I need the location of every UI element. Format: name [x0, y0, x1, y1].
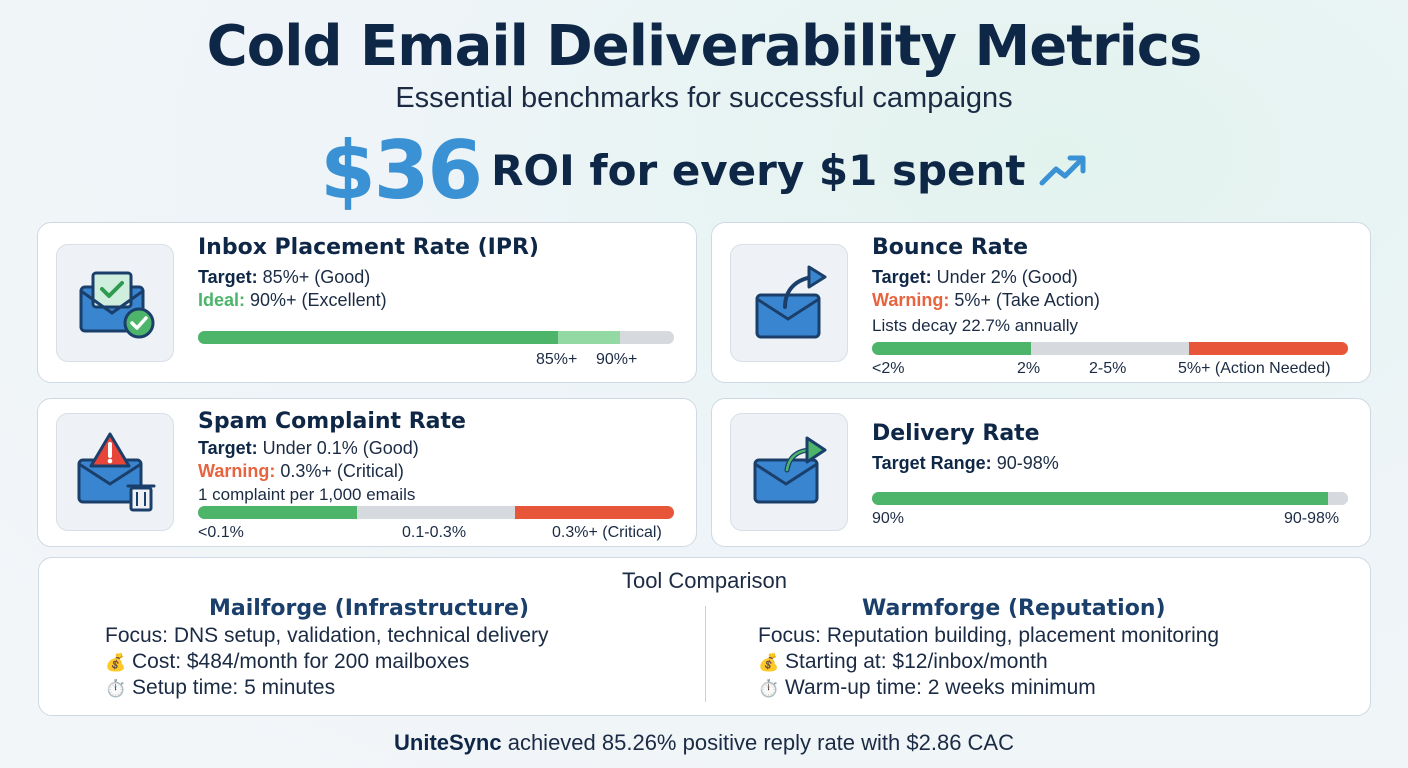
tool-comparison-title: Tool Comparison: [621, 568, 788, 593]
bounce-note: Lists decay 22.7% annually: [872, 316, 1079, 335]
page-title: Cold Email Deliverability Metrics: [206, 14, 1203, 79]
delivery-card: Delivery Rate Target Range: 90-98% 90% 9…: [711, 398, 1371, 547]
envelope-warning-icon: [77, 432, 156, 512]
bar-segment: [198, 506, 357, 519]
ipr-tick-90: 90%+: [596, 351, 638, 368]
bounce-progress-bar: [872, 342, 1348, 355]
bounce-card: Bounce Rate Target: Under 2% (Good) Warn…: [711, 222, 1371, 383]
bounce-tick-lt2: <2%: [872, 360, 905, 377]
delivery-icon-box: [730, 413, 848, 531]
tool-comparison-card: Tool Comparison Mailforge (Infrastructur…: [38, 557, 1371, 716]
ipr-target: Target: 85%+ (Good): [198, 267, 371, 287]
warmforge-cost: 💰 Starting at: $12/inbox/month: [758, 650, 1048, 673]
bounce-title: Bounce Rate: [872, 235, 1029, 260]
delivery-progress-bar: [872, 492, 1348, 505]
bar-segment: [872, 492, 1328, 505]
bar-segment: [872, 342, 1031, 355]
bounce-tick-2: 2%: [1017, 360, 1041, 377]
roi-banner: $36 ROI for every $1 spent: [0, 124, 1408, 217]
spam-warning: Warning: 0.3%+ (Critical): [198, 461, 404, 481]
footer-brand: UniteSync: [394, 730, 502, 755]
bar-segment: [1189, 342, 1348, 355]
mailforge-name: Mailforge (Infrastructure): [209, 596, 530, 621]
bar-segment: [1328, 492, 1348, 505]
spam-tick-03plus: 0.3%+ (Critical): [552, 524, 662, 541]
spam-tick-01-03: 0.1-0.3%: [402, 524, 467, 541]
spam-icon-box: [56, 413, 174, 531]
bar-segment: [515, 506, 674, 519]
ipr-progress-bar: [198, 331, 674, 344]
delivery-tick-90-98: 90-98%: [1284, 510, 1340, 527]
bar-segment: [1030, 342, 1190, 355]
page-subtitle: Essential benchmarks for successful camp…: [395, 82, 1013, 114]
warmforge-focus: Focus: Reputation building, placement mo…: [758, 624, 1220, 647]
bounce-warning: Warning: 5%+ (Take Action): [872, 290, 1100, 310]
bar-segment: [356, 506, 516, 519]
bar-segment: [557, 331, 620, 344]
footer-case-study: UniteSync achieved 85.26% positive reply…: [0, 730, 1408, 756]
spam-tick-lt01: <0.1%: [198, 524, 244, 541]
stopwatch-icon: ⏱️: [105, 679, 127, 698]
spam-note: 1 complaint per 1,000 emails: [198, 485, 416, 504]
ipr-card: Inbox Placement Rate (IPR) Target: 85%+ …: [37, 222, 697, 383]
ipr-tick-85: 85%+: [536, 351, 578, 368]
envelope-bounce-icon: [755, 265, 827, 339]
bounce-tick-2-5: 2-5%: [1089, 360, 1127, 377]
envelope-send-icon: [753, 436, 827, 504]
tool-divider: [705, 606, 706, 702]
spam-target: Target: Under 0.1% (Good): [198, 438, 419, 458]
ipr-ideal: Ideal: 90%+ (Excellent): [198, 290, 387, 310]
ipr-title: Inbox Placement Rate (IPR): [198, 235, 539, 260]
money-bag-icon: 💰: [105, 653, 127, 672]
delivery-title: Delivery Rate: [872, 421, 1040, 446]
trend-up-icon: [1039, 155, 1086, 185]
roi-text: ROI for every $1 spent: [491, 146, 1026, 195]
bounce-target: Target: Under 2% (Good): [872, 267, 1078, 287]
warmforge-name: Warmforge (Reputation): [862, 596, 1166, 621]
delivery-target: Target Range: 90-98%: [872, 453, 1059, 473]
mailforge-setup-time: ⏱️ Setup time: 5 minutes: [105, 676, 336, 699]
envelope-check-icon: [79, 271, 155, 339]
warmforge-warmup-time: ⏱️ Warm-up time: 2 weeks minimum: [758, 676, 1096, 699]
bounce-tick-5plus: 5%+ (Action Needed): [1178, 360, 1331, 377]
stopwatch-icon: ⏱️: [758, 679, 780, 698]
mailforge-focus: Focus: DNS setup, validation, technical …: [105, 624, 549, 647]
footer-text: achieved 85.26% positive reply rate with…: [501, 730, 1014, 755]
spam-card: Spam Complaint Rate Target: Under 0.1% (…: [37, 398, 697, 547]
bounce-icon-box: [730, 244, 848, 362]
roi-value: $36: [320, 124, 483, 217]
bar-segment: [619, 331, 674, 344]
spam-title: Spam Complaint Rate: [198, 409, 466, 434]
delivery-tick-90: 90%: [872, 510, 905, 527]
ipr-icon-box: [56, 244, 174, 362]
mailforge-cost: 💰 Cost: $484/month for 200 mailboxes: [105, 650, 470, 673]
money-bag-icon: 💰: [758, 653, 780, 672]
spam-progress-bar: [198, 506, 674, 519]
bar-segment: [198, 331, 558, 344]
